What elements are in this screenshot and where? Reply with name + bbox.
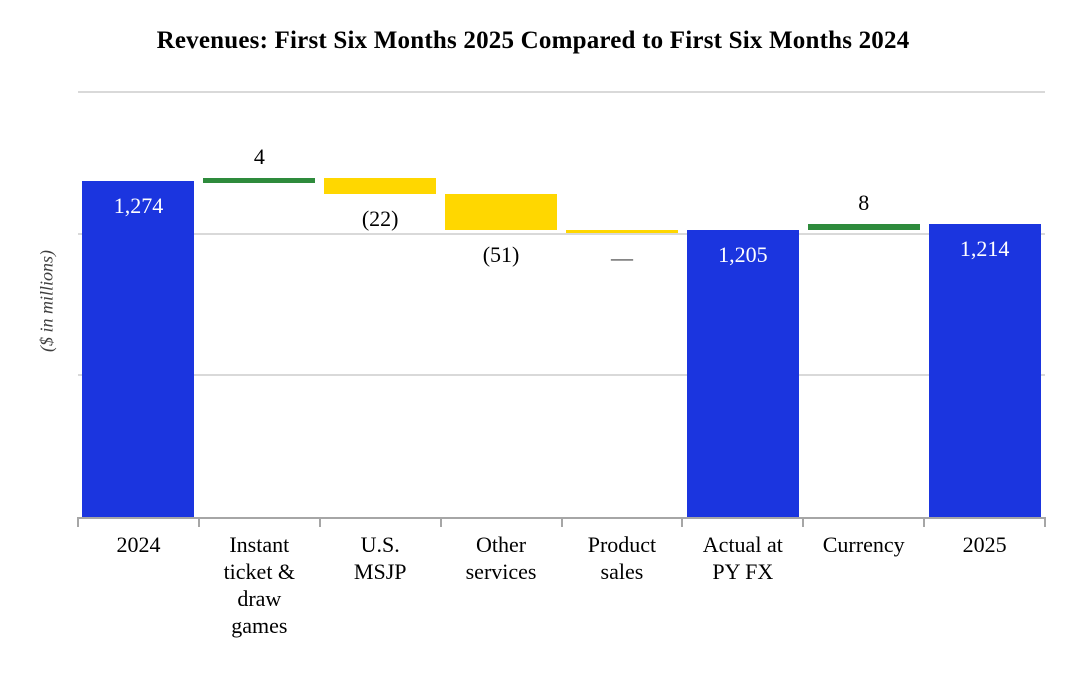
y-axis-label: ($ in millions) <box>36 250 57 352</box>
value-label-us-msjp: (22) <box>361 206 399 231</box>
category-label-line: sales <box>600 559 644 584</box>
bar-2024 <box>82 181 195 517</box>
x-axis-tick <box>1044 517 1046 527</box>
category-label-line: Instant <box>229 532 290 557</box>
category-label-line: draw <box>237 586 282 611</box>
value-label-product-sales: — <box>610 245 633 271</box>
category-label-line: Other <box>476 532 527 557</box>
x-axis-tick <box>197 517 200 527</box>
value-label-other-services: (51) <box>482 242 520 268</box>
category-label-currency: Currency <box>789 531 939 558</box>
category-label-line: MSJP <box>353 559 407 584</box>
category-label-line: ticket & <box>223 559 296 584</box>
chart-title: Revenues: First Six Months 2025 Compared… <box>156 27 910 54</box>
category-label-instant-ticket-draw-games: Instant ticket & draw games <box>184 531 334 639</box>
category-label-line: services <box>465 559 537 584</box>
category-label-other-services: Other services <box>426 531 576 585</box>
category-label-2025: 2025 <box>910 531 1060 558</box>
x-axis-tick <box>77 517 79 527</box>
gridline-1000 <box>78 374 1045 377</box>
value-label-actual-at-py-fx: 1,205 <box>718 242 768 268</box>
bar-instant-ticket-draw-games <box>203 178 316 184</box>
category-label-line: 2024 <box>116 532 161 557</box>
bar-2025 <box>928 223 1041 517</box>
x-axis-tick <box>802 517 805 527</box>
x-axis-tick <box>923 517 926 527</box>
x-axis-tick <box>439 517 442 527</box>
bar-product-sales <box>565 230 678 234</box>
value-label-currency: 8 <box>858 190 870 216</box>
bar-us-msjp <box>324 178 437 194</box>
bar-actual-at-py-fx <box>686 230 799 517</box>
bar-other-services <box>445 194 558 231</box>
category-label-line: 2025 <box>962 532 1007 557</box>
category-label-actual-at-py-fx: Actual at PY FX <box>668 531 818 585</box>
category-label-line: U.S. <box>360 532 400 557</box>
x-axis-tick <box>318 517 321 527</box>
gridline-1400 <box>78 91 1045 93</box>
category-label-line: Actual at <box>702 532 783 557</box>
category-label-line: Product <box>587 532 657 557</box>
category-label-line: games <box>231 613 288 638</box>
category-label-line: PY FX <box>712 559 774 584</box>
value-label-2025: 1,214 <box>959 235 1010 261</box>
gridline-1200 <box>78 232 1045 235</box>
value-label-instant-ticket-draw-games: 4 <box>253 144 265 170</box>
bar-currency <box>807 224 920 231</box>
category-label-line: Currency <box>822 532 905 557</box>
category-label-us-msjp: U.S. MSJP <box>305 531 455 585</box>
category-label-2024: 2024 <box>63 531 213 558</box>
value-label-2024: 1,274 <box>113 193 164 219</box>
category-label-product-sales: Product sales <box>547 531 697 585</box>
x-axis-tick <box>681 517 684 527</box>
x-axis-tick <box>560 517 563 527</box>
